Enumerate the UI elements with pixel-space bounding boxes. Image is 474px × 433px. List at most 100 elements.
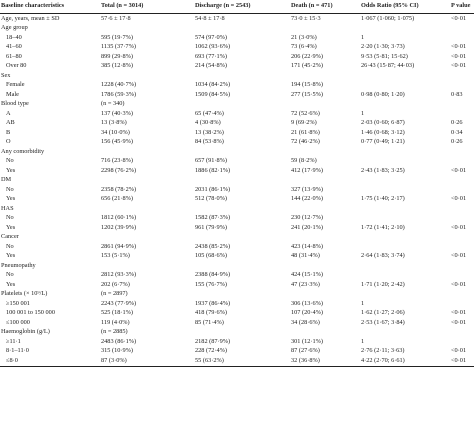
header-baseline-characteristics: Baseline characteristics: [0, 0, 100, 14]
cell-death: 72 (46·2%): [291, 138, 320, 146]
cell-odds-ratio: [360, 71, 450, 81]
cell-total: 2243 (77·9%): [101, 299, 137, 307]
cell-odds-ratio: 0·98 (0·80; 1·20): [361, 90, 405, 98]
cell-p-value: [450, 81, 474, 91]
cell-discharge: 2388 (84·9%): [195, 271, 231, 279]
cell-p-value: [450, 157, 474, 167]
cell-characteristic: No: [6, 271, 14, 279]
cell-discharge: [194, 204, 290, 214]
cell-discharge: 1062 (93·6%): [195, 43, 231, 51]
table-row: B 34 (10·0%) 13 (38·2%) 21 (61·8%) 1·46 (0·6…: [0, 128, 474, 138]
table-row: 8·1–11·0 315 (10·9%) 228 (72·4%) 87 (27·6%)…: [0, 347, 474, 357]
cell-characteristic: Sex: [1, 71, 11, 79]
cell-discharge: 55 (63·2%): [194, 356, 290, 367]
cell-death: 230 (12·7%): [291, 214, 324, 222]
cell-characteristic: Blood type: [1, 100, 29, 108]
table-row: ≥150 001 2243 (77·9%) 1937 (86·4%) 306 (13·…: [0, 299, 474, 309]
cell-death: 107 (20·4%): [291, 309, 324, 317]
cell-total: [100, 147, 194, 157]
cell-characteristic: AB: [6, 119, 15, 127]
cell-discharge: 4 (30·8%): [195, 119, 221, 127]
cell-odds-ratio: [360, 214, 450, 224]
cell-characteristic: No: [6, 185, 14, 193]
cell-odds-ratio: 2·76 (2·11; 3·63): [361, 347, 405, 355]
cell-discharge: 657 (91·8%): [195, 157, 228, 165]
cell-discharge: 2031 (86·1%): [195, 185, 231, 193]
table-row: Cancer: [0, 233, 474, 243]
cell-p-value: [450, 24, 474, 34]
cell-characteristic: A: [6, 109, 11, 117]
cell-p-value: [450, 109, 474, 119]
cell-characteristic: Haemoglobin (g/L): [1, 328, 50, 336]
table-row: Yes 202 (6·7%) 155 (76·7%) 47 (23·3%) 1·71 (…: [0, 280, 474, 290]
cell-death: 277 (15·5%): [291, 90, 324, 98]
table-row: Age group: [0, 24, 474, 34]
header-p-value: P value: [450, 0, 474, 14]
cell-total: [100, 233, 194, 243]
cell-odds-ratio: 2·03 (0·60; 6·87): [361, 119, 405, 127]
cell-p-value: <0·01: [451, 43, 467, 51]
cell-characteristic: Yes: [6, 252, 16, 260]
table-row: Age, years, mean ± SD 57·6 ± 17·8 54·8 ± 1…: [0, 14, 474, 24]
table-row: DM: [0, 176, 474, 186]
cell-discharge: 1582 (87·3%): [195, 214, 231, 222]
cell-characteristic: O: [6, 138, 11, 146]
cell-p-value: [450, 299, 474, 309]
cell-death: 327 (13·9%): [291, 185, 324, 193]
cell-death: [290, 100, 360, 110]
cell-total: [100, 24, 194, 34]
cell-p-value: [450, 261, 474, 271]
cell-odds-ratio: 1·75 (1·40; 2·17): [361, 195, 405, 203]
cell-odds-ratio: 1·62 (1·27; 2·06): [361, 309, 405, 317]
cell-p-value: <0·01: [451, 347, 467, 355]
cell-total: 34 (10·0%): [101, 128, 130, 136]
table-row: Platelets (× 10⁹/L) (n = 2897): [0, 290, 474, 300]
cell-characteristic: ≤8·0: [0, 356, 100, 367]
cell-p-value: <0·01: [451, 52, 467, 60]
cell-p-value: [450, 328, 474, 338]
cell-death: [290, 204, 360, 214]
table-row: Female 1228 (40·7%) 1034 (84·2%) 194 (15·8%…: [0, 81, 474, 91]
cell-discharge: 2438 (85·2%): [195, 242, 231, 250]
cell-odds-ratio: [360, 24, 450, 34]
cell-total: (n = 2885): [101, 328, 128, 336]
cell-characteristic: 8·1–11·0: [6, 347, 29, 355]
cell-characteristic: 100 001 to 150 000: [6, 309, 55, 317]
cell-death: [290, 233, 360, 243]
cell-p-value: 0·83: [451, 90, 463, 98]
cell-total: 656 (21·8%): [101, 195, 134, 203]
cell-p-value: <0·01: [451, 166, 467, 174]
cell-p-value: [450, 242, 474, 252]
cell-odds-ratio: 1: [361, 33, 365, 41]
cell-total: [100, 204, 194, 214]
cell-characteristic: 41–60: [6, 43, 22, 51]
cell-discharge: [194, 24, 290, 34]
cell-odds-ratio: 0·77 (0·49; 1·21): [361, 138, 405, 146]
cell-death: 47 (23·3%): [291, 280, 320, 288]
cell-total: (n = 2897): [101, 290, 128, 298]
cell-characteristic: Any comorbidity: [1, 147, 45, 155]
cell-p-value: [450, 271, 474, 281]
cell-death: [290, 71, 360, 81]
cell-total: 1228 (40·7%): [101, 81, 137, 89]
cell-discharge: 1937 (86·4%): [195, 299, 231, 307]
cell-discharge: 13 (38·2%): [195, 128, 224, 136]
table-row: Yes 1202 (39·9%) 961 (79·9%) 241 (20·1%) 1·7…: [0, 223, 474, 233]
cell-discharge: 693 (77·1%): [195, 52, 228, 60]
cell-total: [100, 176, 194, 186]
cell-characteristic: ≥150 001: [6, 299, 30, 307]
table-row: 41–60 1135 (37·7%) 1062 (93·6%) 73 (6·4%) 2·…: [0, 43, 474, 53]
table-body: Age, years, mean ± SD 57·6 ± 17·8 54·8 ± 1…: [0, 14, 474, 367]
cell-discharge: 1509 (84·5%): [195, 90, 231, 98]
cell-characteristic: Platelets (× 10⁹/L): [1, 290, 48, 298]
table-row: No 716 (23·8%) 657 (91·8%) 59 (8·2%): [0, 157, 474, 167]
cell-p-value: 0·34: [451, 128, 463, 136]
cell-p-value: <0·01: [451, 223, 467, 231]
cell-odds-ratio: [360, 271, 450, 281]
table-row: ≥11·1 2483 (86·1%) 2182 (87·9%) 301 (12·1%)…: [0, 337, 474, 347]
cell-death: 241 (20·1%): [291, 223, 324, 231]
cell-odds-ratio: 1: [361, 337, 365, 345]
table-row: HAS: [0, 204, 474, 214]
cell-characteristic: 18–40: [6, 33, 22, 41]
